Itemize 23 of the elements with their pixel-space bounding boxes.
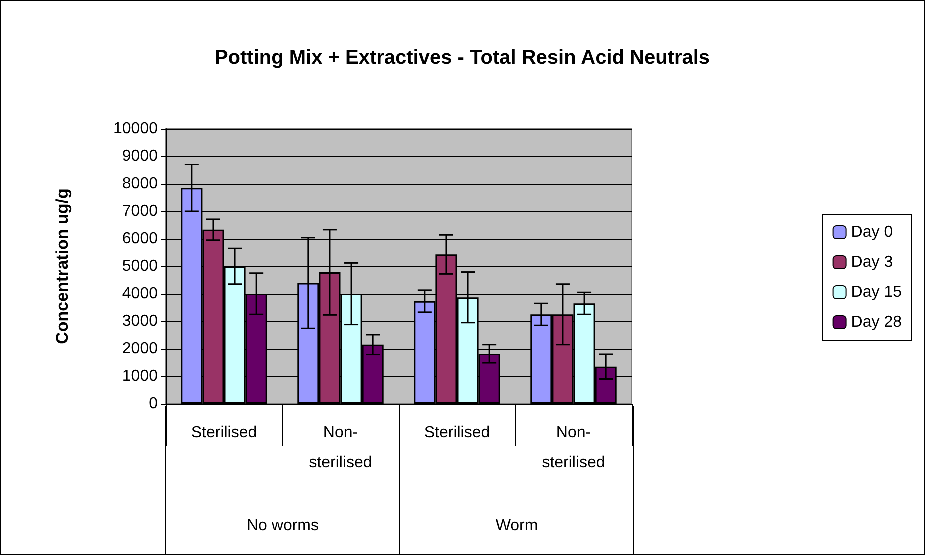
legend-label: Day 15 [851, 284, 902, 301]
legend-label: Day 0 [851, 224, 894, 241]
y-axis-title: Concentration ug/g [53, 188, 72, 344]
text: No worms [246, 518, 320, 534]
y-tick-label: 9000 [122, 148, 158, 165]
legend-label: Day 3 [851, 254, 894, 271]
y-tick-label: 8000 [122, 176, 158, 192]
x-tick-label: Sterilised [191, 424, 258, 442]
x-tick-label: Non-sterilised [309, 424, 372, 472]
chart-title: Potting Mix + Extractives - Total Resin Acid Neutrals [214, 47, 710, 69]
legend-label: Day 28 [851, 314, 902, 331]
x-tick-label: Non-sterilised [542, 424, 606, 472]
text: Worm [496, 518, 538, 534]
y-tick-label: 2000 [122, 340, 158, 358]
y-tick-label: 3000 [122, 313, 158, 330]
y-tick-label: 7000 [122, 203, 158, 220]
x-tick-label: Sterilised [424, 424, 490, 442]
y-tick-label: 4000 [122, 286, 158, 302]
y-tick-label: 10000 [114, 120, 158, 138]
y-tick-label: 0 [149, 396, 158, 412]
y-tick-label: 1000 [122, 368, 158, 385]
y-tick-label: 6000 [122, 230, 158, 248]
y-tick-label: 5000 [122, 258, 158, 275]
